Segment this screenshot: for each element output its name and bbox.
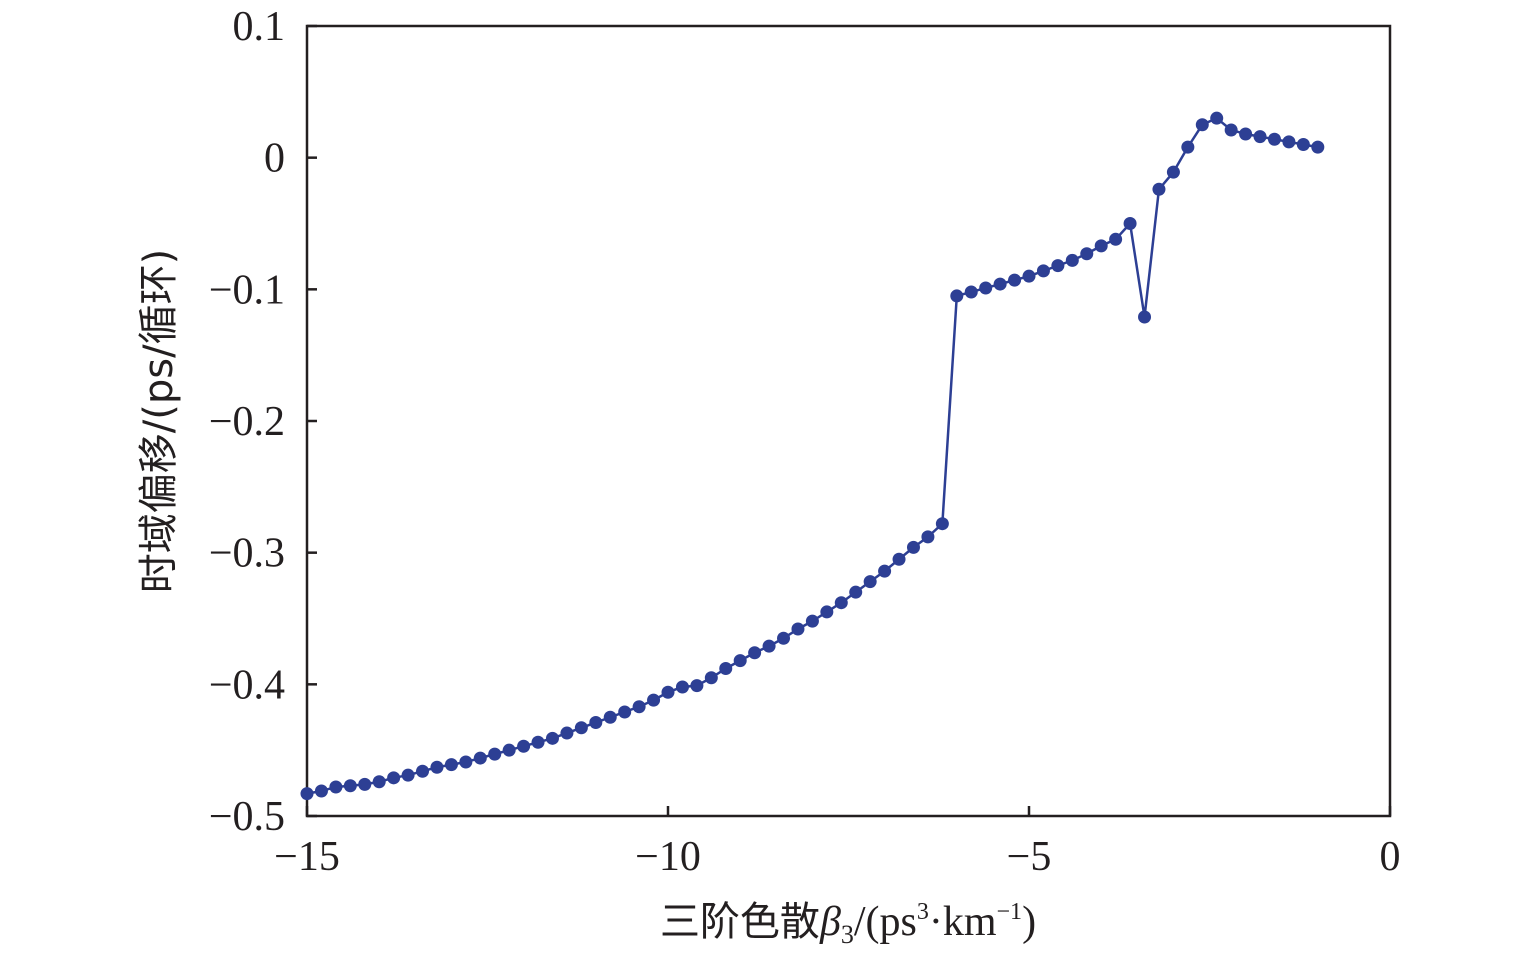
data-point	[517, 739, 531, 753]
data-point	[762, 639, 776, 653]
data-point	[1224, 123, 1238, 137]
data-point	[1065, 253, 1079, 267]
data-point	[805, 614, 819, 628]
data-point	[1051, 259, 1065, 273]
y-tick-label: −0.4	[209, 662, 285, 708]
data-point	[632, 700, 646, 714]
data-point	[878, 564, 892, 578]
x-axis-title: 三阶色散β3/(ps3·km−1)	[660, 899, 1036, 949]
data-point	[979, 281, 993, 295]
data-point	[719, 662, 733, 676]
data-point	[1181, 140, 1195, 154]
data-point	[849, 585, 863, 599]
data-point	[906, 540, 920, 554]
data-point	[675, 680, 689, 694]
data-point	[1311, 140, 1325, 154]
x-axis-title-beta: β	[819, 899, 841, 945]
data-point	[950, 289, 964, 303]
data-point	[690, 679, 704, 693]
x-axis-title-unit-open: /(ps	[854, 899, 917, 945]
x-axis-title-unit-sup1: 3	[917, 899, 929, 925]
y-tick-label: −0.3	[209, 531, 285, 577]
data-point	[618, 705, 632, 719]
data-point	[416, 764, 430, 778]
data-point	[1166, 165, 1180, 179]
x-axis-title-unit-sup2: −1	[997, 899, 1023, 925]
data-point	[1152, 182, 1166, 196]
data-point	[1123, 217, 1137, 230]
data-point	[531, 735, 545, 749]
data-point	[935, 517, 949, 531]
y-axis-ticks: 0.1 0 −0.1 −0.2 −0.3 −0.4 −0.5	[209, 4, 317, 840]
data-point	[343, 779, 357, 793]
data-point	[1094, 239, 1108, 253]
data-point	[1008, 273, 1022, 287]
data-point	[314, 784, 328, 798]
data-point	[1296, 138, 1310, 151]
data-point	[473, 751, 487, 765]
data-point	[603, 710, 617, 724]
data-point	[1253, 130, 1267, 144]
data-point	[661, 685, 675, 699]
data-point	[993, 277, 1007, 291]
x-axis-ticks: −15 −10 −5 0	[274, 806, 1401, 880]
y-axis-title: 时域偏移/(ps/循环)	[136, 249, 182, 593]
data-point	[1080, 247, 1094, 261]
x-axis-title-main: 三阶色散	[660, 899, 820, 945]
data-point	[820, 605, 834, 619]
x-axis-title-unit-mid: ·km	[929, 899, 997, 945]
x-tick-label: −5	[1007, 834, 1052, 880]
y-tick-label: −0.2	[209, 399, 285, 445]
data-point	[574, 721, 588, 735]
data-point	[777, 631, 791, 645]
data-point	[748, 646, 762, 660]
data-point	[1109, 232, 1123, 246]
data-point	[647, 693, 661, 707]
data-point	[791, 622, 805, 636]
plot-frame	[305, 24, 1392, 818]
series-layer	[300, 111, 1325, 801]
data-point	[589, 716, 603, 730]
x-tick-label: −15	[274, 834, 340, 880]
data-point	[560, 726, 574, 740]
data-point	[329, 780, 343, 794]
y-tick-label: −0.5	[209, 794, 285, 840]
x-axis-title-unit-close: )	[1022, 899, 1036, 945]
data-point	[1267, 132, 1281, 146]
data-point	[300, 787, 314, 801]
series-line	[306, 116, 1319, 795]
y-tick-label: 0.1	[233, 4, 286, 50]
data-point	[1195, 118, 1209, 132]
data-point	[1036, 264, 1050, 278]
data-point	[1282, 135, 1296, 149]
data-point	[1239, 127, 1253, 141]
data-point	[401, 768, 415, 782]
data-point	[488, 747, 502, 761]
data-point	[372, 775, 386, 789]
data-point	[502, 743, 516, 757]
data-point	[444, 758, 458, 772]
y-tick-label: −0.1	[209, 267, 285, 313]
data-point	[834, 596, 848, 610]
y-tick-label: 0	[264, 136, 285, 182]
data-point	[1138, 310, 1152, 324]
data-point	[892, 552, 906, 566]
data-point	[545, 731, 559, 745]
data-point	[387, 771, 401, 785]
x-axis-title-beta-sub: 3	[841, 920, 854, 949]
x-tick-label: 0	[1380, 834, 1401, 880]
data-point	[964, 285, 978, 299]
data-point	[921, 530, 935, 544]
data-point	[1210, 111, 1224, 125]
data-point	[430, 760, 444, 774]
data-point	[863, 575, 877, 589]
data-point	[1022, 269, 1036, 283]
data-point	[358, 777, 372, 791]
data-point	[704, 671, 718, 685]
data-point	[733, 654, 747, 668]
data-point	[459, 755, 473, 769]
x-tick-label: −10	[635, 834, 701, 880]
